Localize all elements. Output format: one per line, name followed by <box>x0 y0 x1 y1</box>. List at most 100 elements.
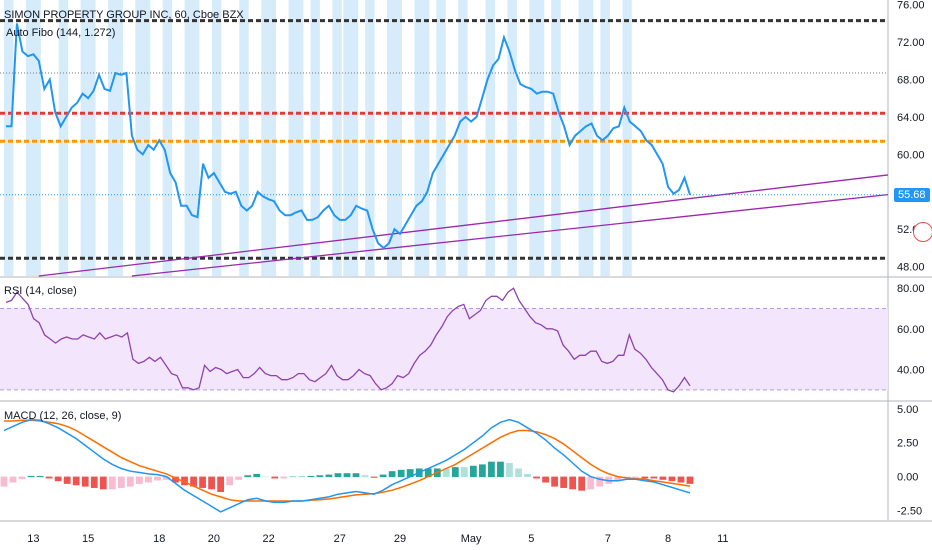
macd-histogram-bar <box>199 476 206 488</box>
session-band <box>365 0 375 276</box>
session-band <box>162 0 173 276</box>
price-line <box>6 23 691 250</box>
macd-histogram-bar <box>686 476 694 484</box>
price-axis-tick-label: 64.00 <box>897 112 925 124</box>
macd-histogram-bar <box>27 475 35 478</box>
session-band <box>622 0 632 276</box>
macd-histogram-bar <box>379 474 387 478</box>
macd-panel-title: MACD (12, 26, close, 9) <box>4 410 122 422</box>
macd-histogram-bar <box>154 476 161 481</box>
macd-axis-tick-label: 2.50 <box>897 438 918 450</box>
time-axis-tick-label: 20 <box>208 533 220 545</box>
session-band <box>578 0 594 276</box>
macd-histogram-bar <box>542 476 549 483</box>
macd-histogram-bar <box>578 476 586 491</box>
time-axis-tick-label: 5 <box>528 533 534 545</box>
rsi-axis-tick-label: 80.00 <box>897 283 925 295</box>
session-band <box>414 0 430 276</box>
macd-histogram-bar <box>108 476 116 490</box>
time-axis-tick-label: May <box>461 533 482 545</box>
session-band <box>80 0 96 276</box>
macd-histogram-bar <box>163 476 170 480</box>
scroll-to-realtime-button[interactable] <box>913 222 932 242</box>
signal-line <box>4 419 691 502</box>
macd-histogram-bar <box>81 476 89 487</box>
macd-axis-tick-label: 5.00 <box>897 404 918 416</box>
macd-histogram-bar <box>271 476 279 479</box>
price-axis-tick-label: 48.00 <box>897 262 925 274</box>
indicator-title: Auto Fibo (144, 1.272) <box>6 27 116 39</box>
macd-histogram-bar <box>668 476 676 482</box>
session-band <box>184 0 200 276</box>
session-band <box>387 0 402 276</box>
macd-histogram-bar <box>334 473 342 478</box>
macd-histogram-bar <box>424 468 432 478</box>
price-axis-tick-label: 72.00 <box>897 37 925 49</box>
macd-histogram-bar <box>36 475 44 478</box>
price-axis-tick-label: 76.00 <box>897 0 925 12</box>
session-band <box>485 0 496 276</box>
macd-histogram-bar <box>641 476 649 479</box>
macd-histogram-bar <box>190 476 197 487</box>
session-band <box>25 0 41 276</box>
trend-line <box>38 174 889 277</box>
macd-histogram-bar <box>677 476 685 483</box>
rsi-axis-tick-label: 60.00 <box>897 324 925 336</box>
session-band <box>58 0 69 276</box>
macd-histogram-bar <box>406 469 414 478</box>
macd-histogram-bar <box>614 476 622 482</box>
macd-histogram-bar <box>650 476 658 479</box>
time-axis-tick-label: 8 <box>665 533 671 545</box>
macd-histogram-bar <box>145 476 152 483</box>
session-band <box>507 0 517 276</box>
time-axis-tick-label: 15 <box>82 533 94 545</box>
macd-histogram-bar <box>280 476 288 479</box>
macd-histogram-bar <box>533 476 540 479</box>
macd-histogram-bar <box>136 476 143 484</box>
macd-histogram-bar <box>659 476 667 480</box>
macd-histogram-bar <box>99 476 107 490</box>
time-axis-tick-label: 11 <box>717 533 728 545</box>
macd-line <box>3 418 691 513</box>
macd-histogram-bar <box>469 465 477 478</box>
symbol-title: SIMON PROPERTY GROUP INC, 60, Cboe BZX <box>4 9 244 21</box>
macd-histogram-bar <box>45 476 53 479</box>
macd-histogram-bar <box>217 476 225 493</box>
macd-histogram-bar <box>497 461 504 478</box>
macd-histogram-bar <box>524 473 531 478</box>
time-axis-tick-label: 22 <box>263 533 275 545</box>
session-band <box>343 0 359 276</box>
macd-histogram-bar <box>488 461 495 478</box>
trend-line <box>131 193 889 277</box>
session-band <box>332 0 342 276</box>
macd-histogram-bar <box>0 476 8 487</box>
macd-axis-tick-label: -2.50 <box>897 506 922 518</box>
macd-histogram-bar <box>289 476 297 478</box>
macd-histogram-bar <box>126 476 134 487</box>
macd-histogram-bar <box>361 475 369 478</box>
macd-histogram-bar <box>18 476 26 480</box>
rsi-axis-tick-label: 40.00 <box>897 365 925 377</box>
macd-histogram-bar <box>596 476 604 487</box>
time-axis-tick-label: 7 <box>605 533 611 545</box>
macd-histogram-bar <box>226 476 234 486</box>
session-band <box>458 0 468 276</box>
macd-histogram-bar <box>397 469 405 478</box>
macd-histogram-bar <box>479 464 486 478</box>
macd-histogram-bar <box>208 476 215 490</box>
macd-histogram-bar <box>244 475 252 478</box>
macd-histogram-bar <box>325 474 333 478</box>
macd-axis-tick-label: 0.00 <box>897 472 918 484</box>
macd-histogram-bar <box>298 476 306 478</box>
macd-histogram-bar <box>352 473 360 478</box>
last-price-tag: 55.68 <box>894 188 930 202</box>
macd-histogram-bar <box>442 468 450 478</box>
macd-histogram-bar <box>90 476 98 488</box>
rsi-line <box>5 287 691 393</box>
session-band <box>529 0 545 276</box>
time-axis-tick-label: 18 <box>153 533 165 545</box>
macd-histogram-bar <box>551 476 558 487</box>
macd-histogram-bar <box>506 463 513 478</box>
session-band <box>261 0 277 276</box>
